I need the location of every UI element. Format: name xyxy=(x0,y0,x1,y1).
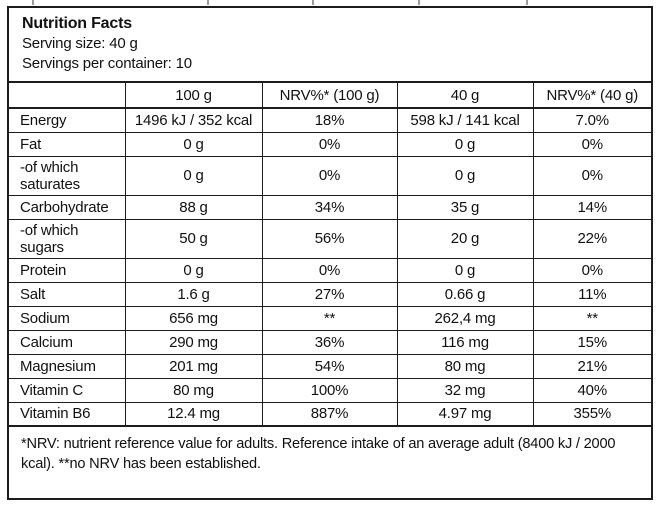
value-per-100g: 1.6 g xyxy=(124,281,263,307)
value-per-40g: 0 g xyxy=(396,155,534,196)
table-row-carbohydrate: Carbohydrate 88 g 34% 35 g 14% xyxy=(8,194,652,220)
nutrient-name: -of which sugars xyxy=(8,218,126,259)
nrv-per-40g: 7.0% xyxy=(532,107,652,133)
nutrient-name: Magnesium xyxy=(8,353,126,379)
value-per-40g: 0 g xyxy=(396,257,534,283)
nrv-per-40g: 15% xyxy=(532,329,652,355)
table-row-magnesium: Magnesium 201 mg 54% 80 mg 21% xyxy=(8,353,652,379)
nrv-per-40g: 11% xyxy=(532,281,652,307)
table-row-salt: Salt 1.6 g 27% 0.66 g 11% xyxy=(8,281,652,307)
nrv-per-100g: 34% xyxy=(261,194,398,220)
nutrient-name: -of which saturates xyxy=(8,155,126,196)
servings-per-container-line: Servings per container: 10 xyxy=(22,55,192,72)
column-header-nrv-40g: NRV%* (40 g) xyxy=(532,82,652,109)
nrv-footnote: *NRV: nutrient reference value for adult… xyxy=(8,425,652,484)
value-per-40g: 32 mg xyxy=(396,377,534,403)
nutrient-name: Energy xyxy=(8,107,126,133)
footnote-row: *NRV: nutrient reference value for adult… xyxy=(8,425,652,484)
table-row-fat: Fat 0 g 0% 0 g 0% xyxy=(8,131,652,157)
value-per-40g: 262,4 mg xyxy=(396,305,534,331)
column-header-nrv-100g: NRV%* (100 g) xyxy=(261,82,398,109)
nrv-per-40g: 21% xyxy=(532,353,652,379)
value-per-100g: 80 mg xyxy=(124,377,263,403)
nutrient-name: Salt xyxy=(8,281,126,307)
nutrient-name: Protein xyxy=(8,257,126,283)
column-header-100g: 100 g xyxy=(124,82,263,109)
nrv-per-100g: 54% xyxy=(261,353,398,379)
table-row-protein: Protein 0 g 0% 0 g 0% xyxy=(8,257,652,283)
label-title: Nutrition Facts xyxy=(22,15,132,32)
value-per-100g: 201 mg xyxy=(124,353,263,379)
table-row-sugars: -of which sugars 50 g 56% 20 g 22% xyxy=(8,218,652,259)
value-per-40g: 0.66 g xyxy=(396,281,534,307)
value-per-100g: 0 g xyxy=(124,131,263,157)
value-per-40g: 598 kJ / 141 kcal xyxy=(396,107,534,133)
nrv-per-100g: 18% xyxy=(261,107,398,133)
nrv-per-100g: ** xyxy=(261,305,398,331)
value-per-100g: 290 mg xyxy=(124,329,263,355)
nutrition-table: 100 g NRV%* (100 g) 40 g NRV%* (40 g) En… xyxy=(8,82,652,484)
nrv-per-40g: 0% xyxy=(532,155,652,196)
nutrient-name: Vitamin C xyxy=(8,377,126,403)
nutrient-name: Fat xyxy=(8,131,126,157)
column-header-40g: 40 g xyxy=(396,82,534,109)
value-per-100g: 12.4 mg xyxy=(124,401,263,427)
serving-size-line: Serving size: 40 g xyxy=(22,35,138,52)
nutrient-name: Carbohydrate xyxy=(8,194,126,220)
label-title-block: Nutrition Facts Serving size: 40 g Servi… xyxy=(9,8,651,83)
column-header-blank xyxy=(8,82,126,109)
nutrient-name: Vitamin B6 xyxy=(8,401,126,427)
value-per-40g: 80 mg xyxy=(396,353,534,379)
nrv-per-40g: 22% xyxy=(532,218,652,259)
nrv-per-100g: 0% xyxy=(261,257,398,283)
table-row-calcium: Calcium 290 mg 36% 116 mg 15% xyxy=(8,329,652,355)
top-edge-crop-mark xyxy=(418,0,420,5)
table-row-sodium: Sodium 656 mg ** 262,4 mg ** xyxy=(8,305,652,331)
value-per-40g: 20 g xyxy=(396,218,534,259)
top-edge-crop-mark xyxy=(207,0,209,5)
value-per-40g: 4.97 mg xyxy=(396,401,534,427)
nrv-per-40g: 355% xyxy=(532,401,652,427)
nutrient-name: Sodium xyxy=(8,305,126,331)
nrv-per-40g: ** xyxy=(532,305,652,331)
nrv-per-40g: 40% xyxy=(532,377,652,403)
nrv-per-100g: 27% xyxy=(261,281,398,307)
table-header-row: 100 g NRV%* (100 g) 40 g NRV%* (40 g) xyxy=(8,82,652,109)
value-per-100g: 88 g xyxy=(124,194,263,220)
value-per-100g: 656 mg xyxy=(124,305,263,331)
top-edge-crop-mark xyxy=(32,0,34,5)
nrv-per-100g: 887% xyxy=(261,401,398,427)
table-row-saturates: -of which saturates 0 g 0% 0 g 0% xyxy=(8,155,652,196)
nrv-per-40g: 0% xyxy=(532,257,652,283)
top-edge-crop-mark xyxy=(526,0,528,5)
nrv-per-40g: 0% xyxy=(532,131,652,157)
nutrient-name: Calcium xyxy=(8,329,126,355)
value-per-40g: 35 g xyxy=(396,194,534,220)
value-per-40g: 0 g xyxy=(396,131,534,157)
value-per-100g: 1496 kJ / 352 kcal xyxy=(124,107,263,133)
nutrition-facts-label: Nutrition Facts Serving size: 40 g Servi… xyxy=(7,6,653,500)
nrv-per-100g: 0% xyxy=(261,155,398,196)
nrv-per-100g: 56% xyxy=(261,218,398,259)
nrv-per-40g: 14% xyxy=(532,194,652,220)
value-per-100g: 0 g xyxy=(124,257,263,283)
table-row-vitamin-c: Vitamin C 80 mg 100% 32 mg 40% xyxy=(8,377,652,403)
nrv-per-100g: 100% xyxy=(261,377,398,403)
value-per-100g: 0 g xyxy=(124,155,263,196)
table-row-energy: Energy 1496 kJ / 352 kcal 18% 598 kJ / 1… xyxy=(8,107,652,133)
nrv-per-100g: 36% xyxy=(261,329,398,355)
nrv-per-100g: 0% xyxy=(261,131,398,157)
value-per-40g: 116 mg xyxy=(396,329,534,355)
table-row-vitamin-b6: Vitamin B6 12.4 mg 887% 4.97 mg 355% xyxy=(8,401,652,427)
value-per-100g: 50 g xyxy=(124,218,263,259)
top-edge-crop-mark xyxy=(312,0,314,5)
